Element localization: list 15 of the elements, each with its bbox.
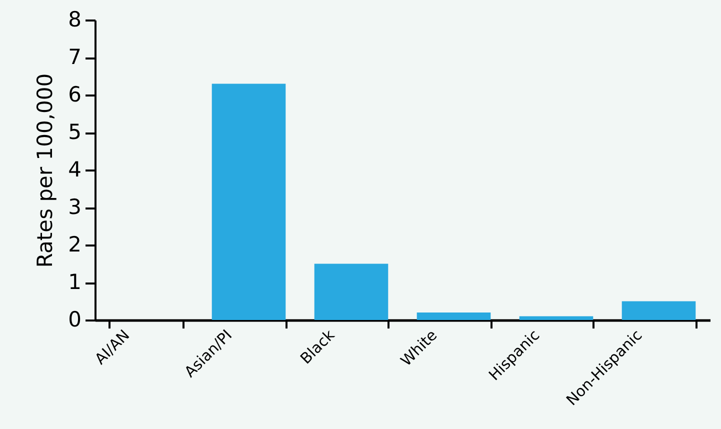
y-tick-label: 8 [68,8,82,32]
bar [212,84,286,320]
y-axis-title: Rates per 100,000 [33,73,58,268]
y-tick-label: 1 [68,270,82,294]
y-tick-label: 5 [68,120,82,144]
y-tick-label: 0 [68,308,82,332]
bar [519,316,594,320]
y-tick-label: 4 [68,158,82,182]
bar [416,312,491,320]
y-tick-label: 6 [68,82,82,106]
bar [622,301,696,320]
y-tick-label: 3 [68,195,82,219]
y-tick-label: 2 [68,232,82,256]
bar [314,264,388,320]
y-tick-label: 7 [68,45,82,69]
